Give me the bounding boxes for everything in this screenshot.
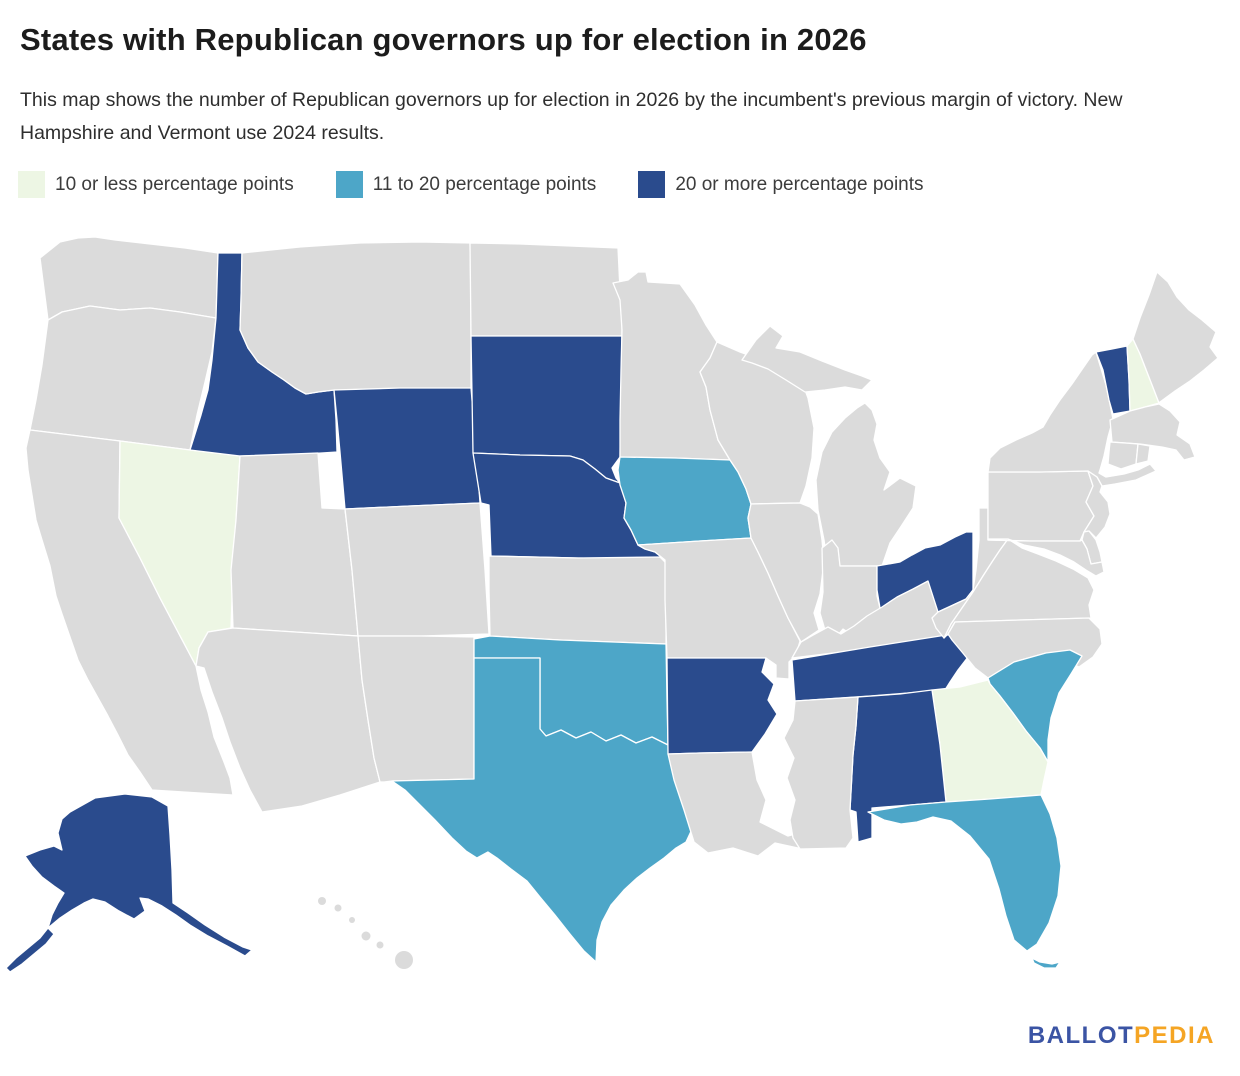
state-michigan-upper-peninsula[interactable] xyxy=(741,325,873,393)
state-arkansas[interactable] xyxy=(666,657,778,755)
state-hawaii-island-1[interactable] xyxy=(318,897,326,905)
state-maine[interactable] xyxy=(1132,271,1219,404)
state-illinois[interactable] xyxy=(747,502,825,643)
legend-swatch-mid xyxy=(335,171,363,198)
logo-ballot-text: BALLOT xyxy=(1027,1022,1135,1049)
state-connecticut[interactable] xyxy=(1107,441,1139,470)
state-hawaii-island-3[interactable] xyxy=(349,917,355,923)
state-new-york[interactable] xyxy=(987,351,1157,487)
legend-item-high: 20 or more percentage points xyxy=(638,171,924,198)
state-hawaii-island-6[interactable] xyxy=(395,951,413,969)
state-washington[interactable] xyxy=(39,236,219,321)
state-north-dakota[interactable] xyxy=(469,242,623,337)
legend-swatch-high xyxy=(638,171,666,198)
page-subtitle: This map shows the number of Republican … xyxy=(20,89,1123,144)
states-layer xyxy=(5,236,1219,973)
state-new-jersey[interactable] xyxy=(1083,470,1111,539)
legend: 10 or less percentage points 11 to 20 pe… xyxy=(18,171,956,198)
state-kansas[interactable] xyxy=(488,555,670,645)
state-florida[interactable] xyxy=(867,794,1062,952)
legend-label-mid: 11 to 20 percentage points xyxy=(372,173,597,195)
state-wyoming[interactable] xyxy=(333,387,481,510)
state-hawaii-island-5[interactable] xyxy=(376,941,384,949)
state-florida-keys[interactable] xyxy=(1031,957,1061,969)
page-title: States with Republican governors up for … xyxy=(20,22,867,57)
legend-label-high: 20 or more percentage points xyxy=(675,173,924,195)
legend-item-low: 10 or less percentage points xyxy=(18,171,294,198)
legend-label-low: 10 or less percentage points xyxy=(55,173,294,195)
state-alaska[interactable] xyxy=(24,793,253,957)
state-alaska-aleutians[interactable] xyxy=(5,927,55,973)
state-colorado[interactable] xyxy=(344,502,490,637)
state-iowa[interactable] xyxy=(617,456,752,546)
state-michigan[interactable] xyxy=(815,402,917,567)
state-mississippi[interactable] xyxy=(783,696,859,850)
state-texas[interactable] xyxy=(391,657,694,963)
state-rhode-island[interactable] xyxy=(1135,443,1151,465)
state-maryland[interactable] xyxy=(987,538,1105,577)
legend-item-mid: 11 to 20 percentage points xyxy=(335,171,597,198)
ballotpedia-logo: BALLOTPEDIA xyxy=(1028,1022,1215,1050)
state-hawaii-island-2[interactable] xyxy=(334,904,342,912)
legend-swatch-low xyxy=(18,171,45,198)
state-utah[interactable] xyxy=(230,452,359,637)
state-oregon[interactable] xyxy=(29,305,217,451)
state-new-mexico[interactable] xyxy=(357,635,475,783)
state-montana[interactable] xyxy=(239,241,472,395)
state-hawaii-island-4[interactable] xyxy=(361,931,371,941)
logo-pedia-text: PEDIA xyxy=(1134,1022,1215,1049)
state-pennsylvania[interactable] xyxy=(987,470,1095,542)
